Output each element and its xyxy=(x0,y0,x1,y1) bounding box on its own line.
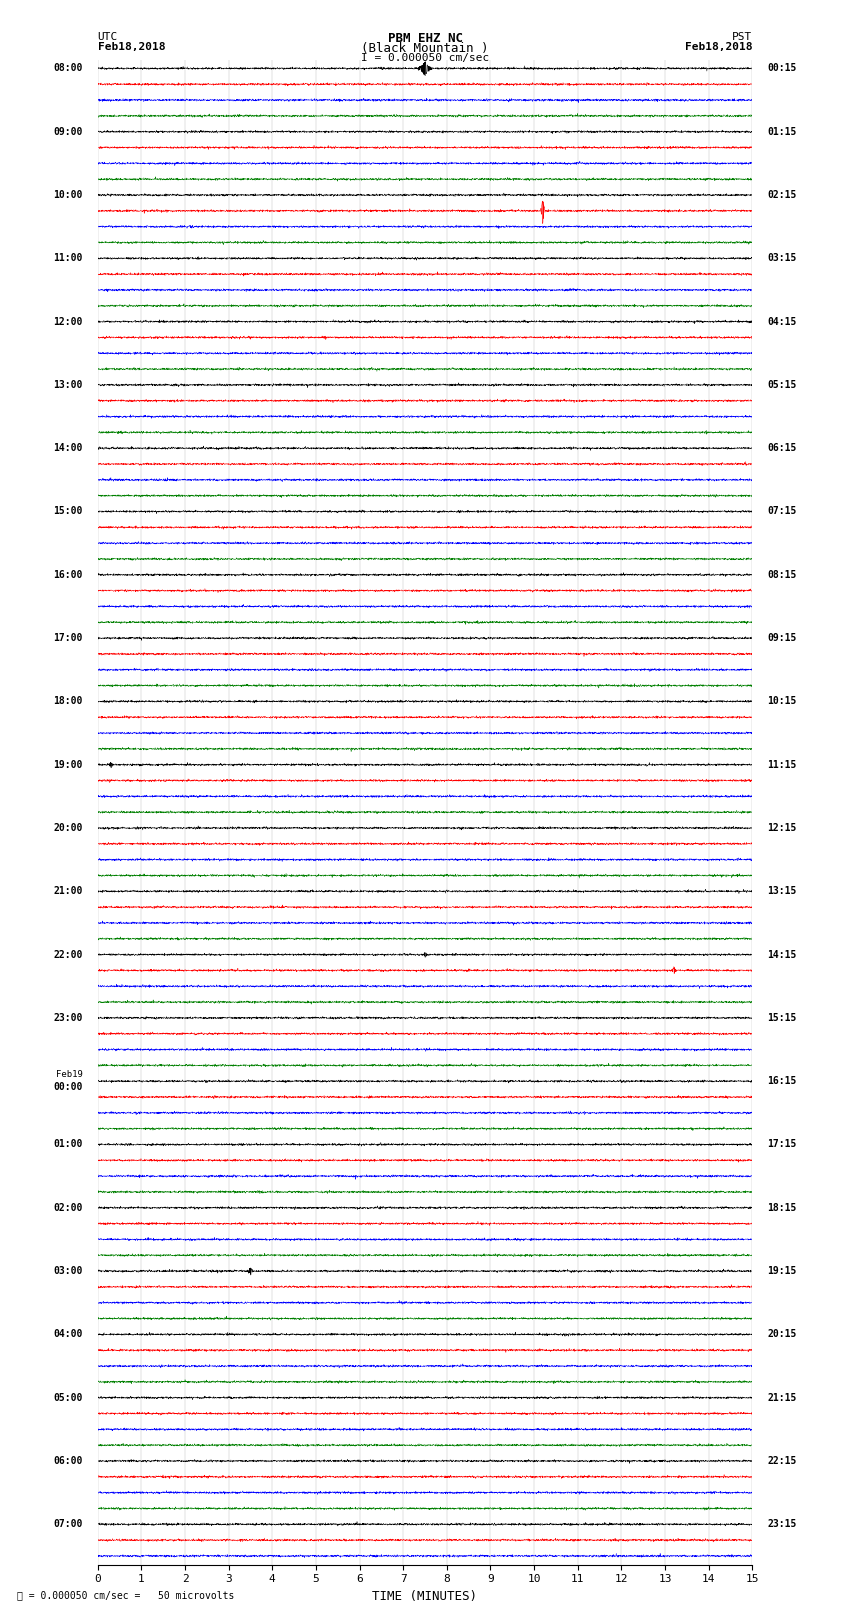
Text: 02:00: 02:00 xyxy=(53,1203,82,1213)
Text: 21:15: 21:15 xyxy=(768,1392,797,1403)
Text: Feb18,2018: Feb18,2018 xyxy=(98,42,165,52)
Text: 22:15: 22:15 xyxy=(768,1457,797,1466)
Text: 23:15: 23:15 xyxy=(768,1519,797,1529)
Text: 01:00: 01:00 xyxy=(53,1139,82,1150)
Text: 10:00: 10:00 xyxy=(53,190,82,200)
Text: 00:00: 00:00 xyxy=(53,1082,82,1092)
Text: 16:00: 16:00 xyxy=(53,569,82,579)
Text: 08:00: 08:00 xyxy=(53,63,82,73)
Text: 18:15: 18:15 xyxy=(768,1203,797,1213)
Text: 14:15: 14:15 xyxy=(768,950,797,960)
Text: I = 0.000050 cm/sec: I = 0.000050 cm/sec xyxy=(361,53,489,63)
Text: 07:00: 07:00 xyxy=(53,1519,82,1529)
Text: 15:15: 15:15 xyxy=(768,1013,797,1023)
Text: 05:15: 05:15 xyxy=(768,381,797,390)
Text: 12:00: 12:00 xyxy=(53,316,82,326)
Text: 10:15: 10:15 xyxy=(768,697,797,706)
Text: 22:00: 22:00 xyxy=(53,950,82,960)
Text: 14:00: 14:00 xyxy=(53,444,82,453)
Text: 18:00: 18:00 xyxy=(53,697,82,706)
Text: 07:15: 07:15 xyxy=(768,506,797,516)
Text: 19:00: 19:00 xyxy=(53,760,82,769)
Text: Feb18,2018: Feb18,2018 xyxy=(685,42,752,52)
Text: 12:15: 12:15 xyxy=(768,823,797,832)
Text: 13:00: 13:00 xyxy=(53,381,82,390)
Text: ⎸ = 0.000050 cm/sec =   50 microvolts: ⎸ = 0.000050 cm/sec = 50 microvolts xyxy=(17,1590,235,1600)
Text: 02:15: 02:15 xyxy=(768,190,797,200)
Text: 04:00: 04:00 xyxy=(53,1329,82,1339)
Text: 19:15: 19:15 xyxy=(768,1266,797,1276)
Text: 20:15: 20:15 xyxy=(768,1329,797,1339)
Text: 13:15: 13:15 xyxy=(768,886,797,897)
X-axis label: TIME (MINUTES): TIME (MINUTES) xyxy=(372,1590,478,1603)
Text: 08:15: 08:15 xyxy=(768,569,797,579)
Text: Feb19: Feb19 xyxy=(55,1069,82,1079)
Text: 09:00: 09:00 xyxy=(53,127,82,137)
Text: PST: PST xyxy=(732,32,752,42)
Text: UTC: UTC xyxy=(98,32,118,42)
Text: 17:00: 17:00 xyxy=(53,632,82,644)
Text: 03:00: 03:00 xyxy=(53,1266,82,1276)
Text: 23:00: 23:00 xyxy=(53,1013,82,1023)
Text: 01:15: 01:15 xyxy=(768,127,797,137)
Text: 06:00: 06:00 xyxy=(53,1457,82,1466)
Text: 05:00: 05:00 xyxy=(53,1392,82,1403)
Text: 00:15: 00:15 xyxy=(768,63,797,73)
Text: (Black Mountain ): (Black Mountain ) xyxy=(361,42,489,55)
Text: 04:15: 04:15 xyxy=(768,316,797,326)
Text: 09:15: 09:15 xyxy=(768,632,797,644)
Text: 17:15: 17:15 xyxy=(768,1139,797,1150)
Text: 21:00: 21:00 xyxy=(53,886,82,897)
Text: PBM EHZ NC: PBM EHZ NC xyxy=(388,32,462,45)
Text: 20:00: 20:00 xyxy=(53,823,82,832)
Text: 16:15: 16:15 xyxy=(768,1076,797,1086)
Text: 03:15: 03:15 xyxy=(768,253,797,263)
Text: 11:15: 11:15 xyxy=(768,760,797,769)
Text: 06:15: 06:15 xyxy=(768,444,797,453)
Text: 11:00: 11:00 xyxy=(53,253,82,263)
Text: 15:00: 15:00 xyxy=(53,506,82,516)
